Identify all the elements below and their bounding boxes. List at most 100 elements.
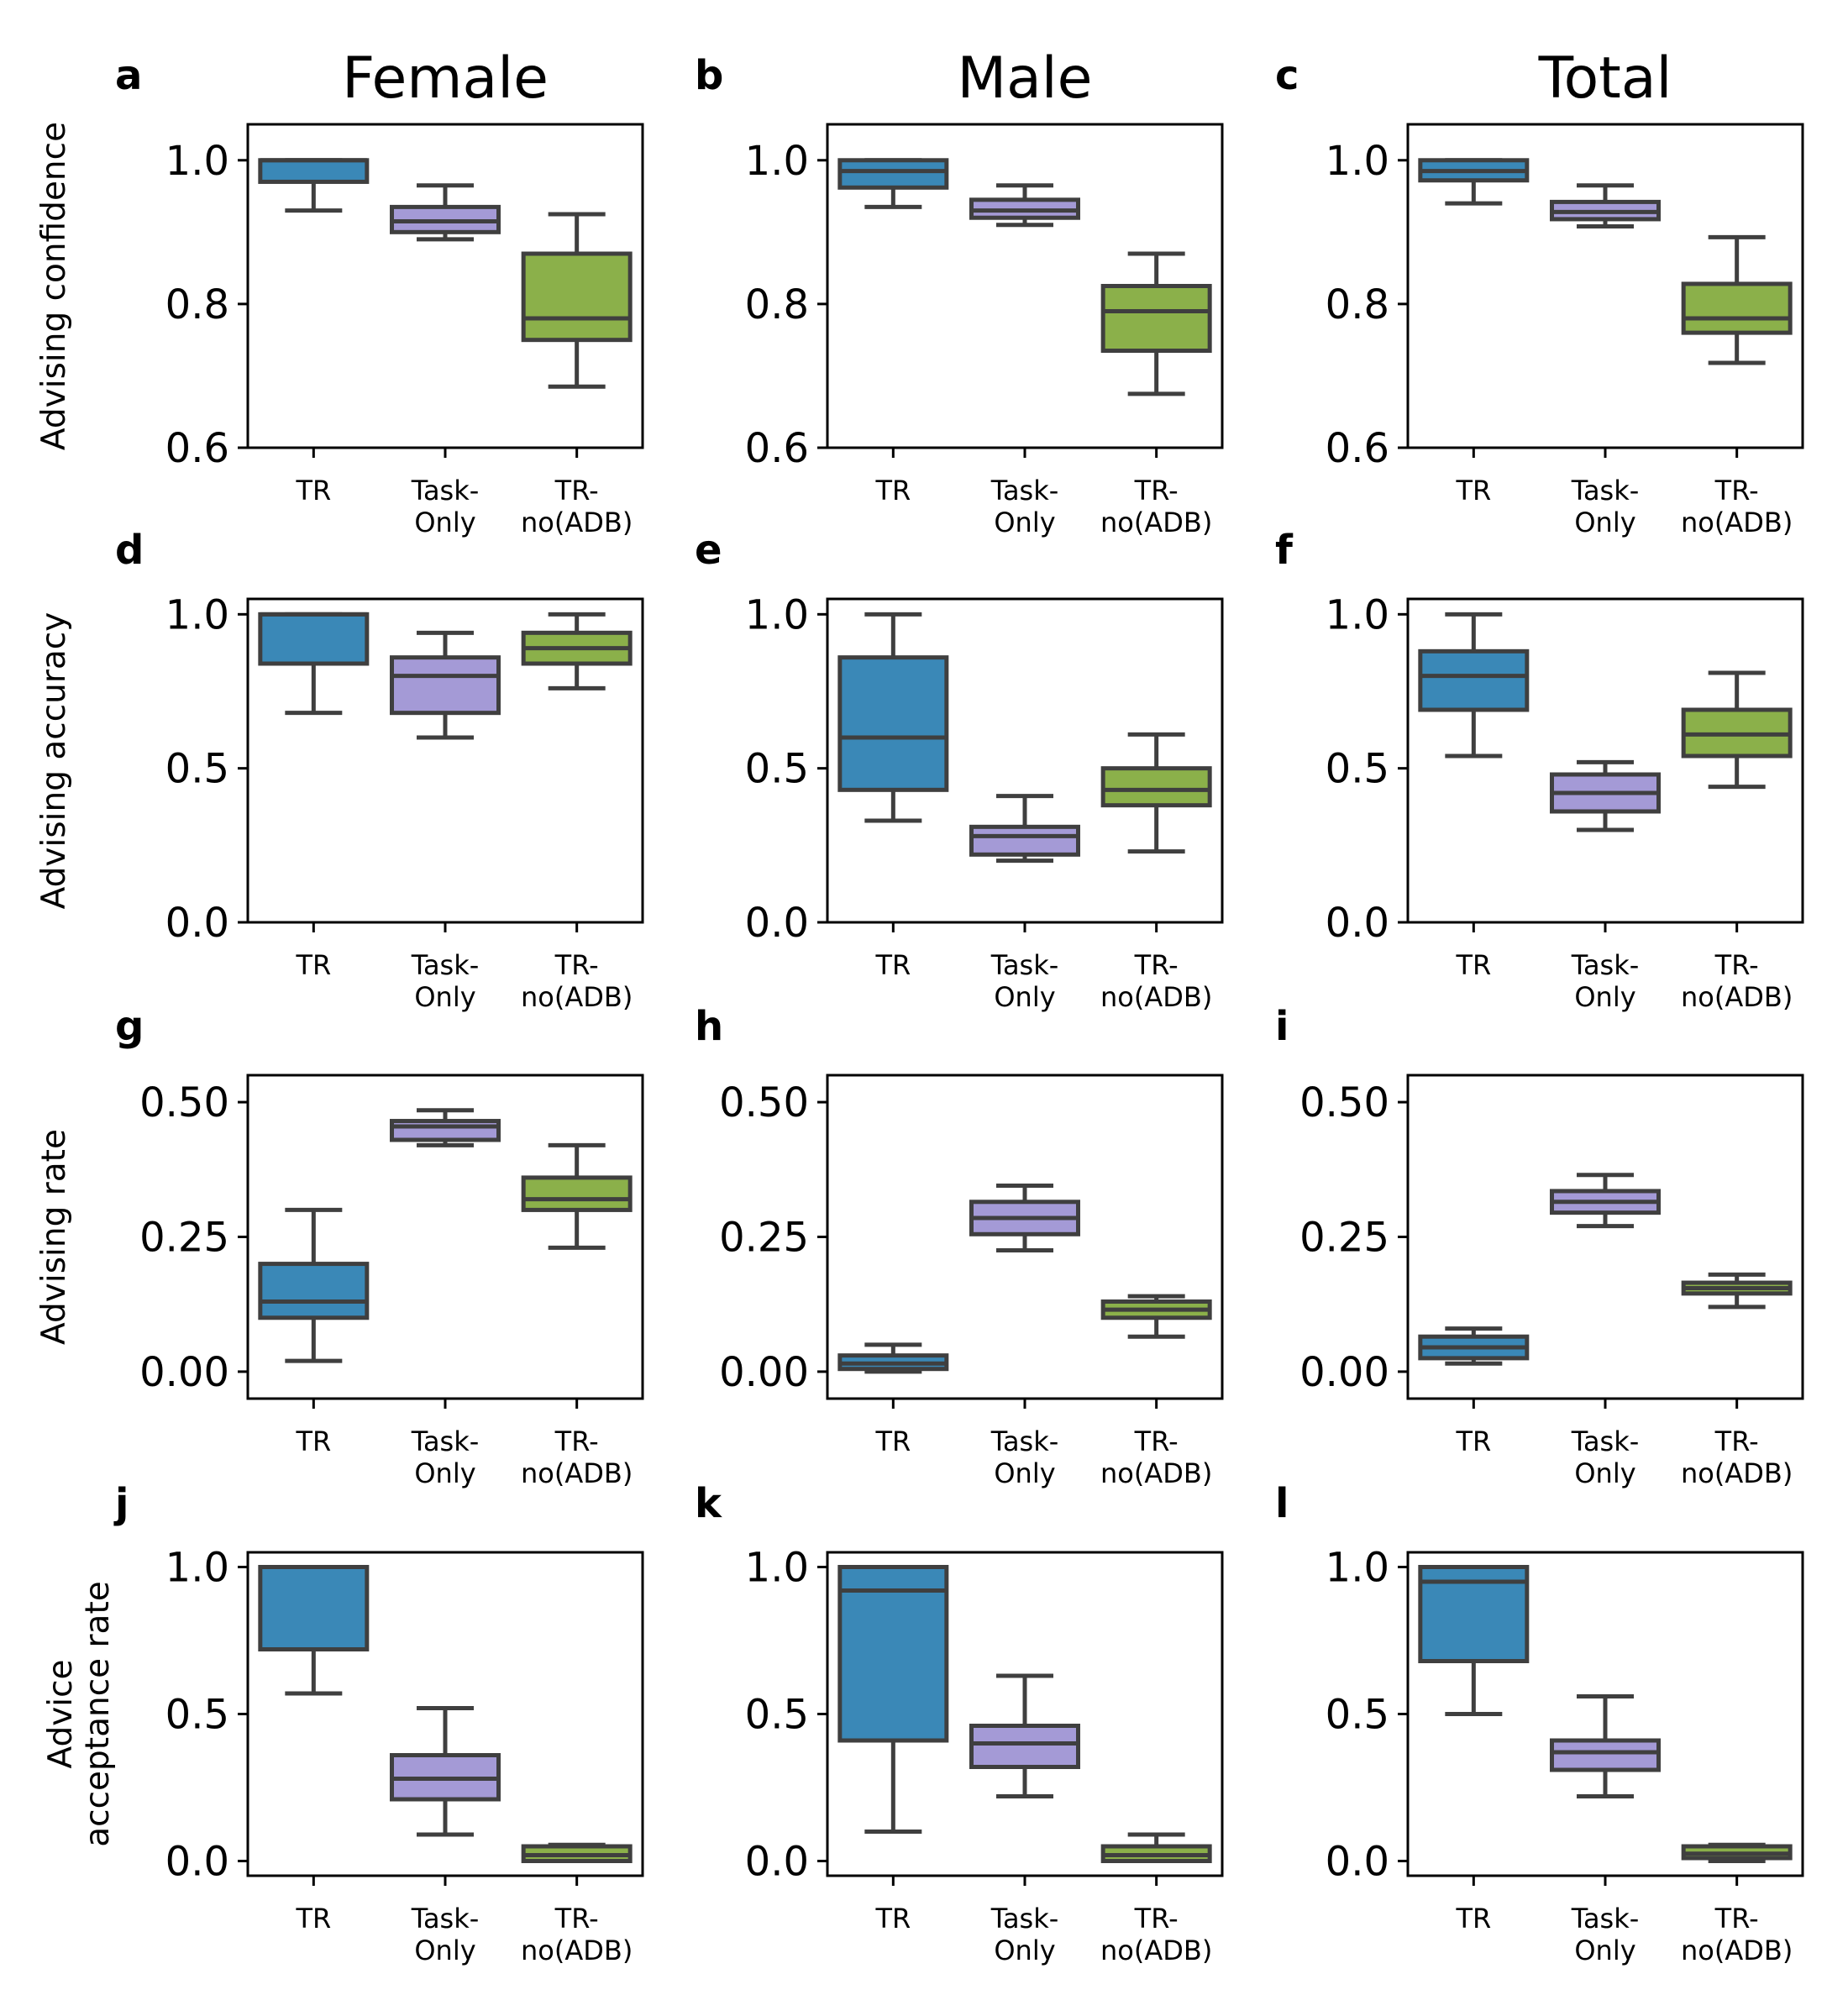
box-tr (1418, 158, 1530, 206)
y-tick-label: 0.25 (139, 1215, 229, 1262)
y-tick-label: 0.6 (1326, 425, 1389, 472)
panel-h: h 0.00 0.25 0.50 TR Task-Only TR-no(ADB) (695, 1003, 1224, 1489)
box-iqr (258, 612, 370, 666)
x-tick-label: TR (874, 475, 911, 507)
panel-letter: j (113, 1480, 129, 1527)
box-task-only (390, 183, 501, 242)
y-axis-label: Advising rate (35, 1129, 73, 1345)
panel-l: l 0.0 0.5 1.0 TR Task-Only TR-no(ADB) (1275, 1480, 1804, 1966)
x-tick-label: TR-no(ADB) (1100, 949, 1212, 1013)
y-tick-label: 1.0 (1326, 591, 1389, 638)
x-tick-label: TR-no(ADB) (1681, 1425, 1793, 1489)
box-tr (837, 1565, 949, 1834)
panel-c: c Total 0.6 0.8 1.0 TR Task-Only TR-no(ADB) (1275, 45, 1804, 538)
box-task-only (390, 1706, 501, 1837)
x-tick-label: Task-Only (411, 1903, 480, 1966)
y-tick-label: 0.0 (745, 1839, 809, 1886)
box-task-only (390, 1108, 501, 1147)
y-tick-label: 0.50 (1299, 1079, 1389, 1126)
box-tr (837, 1342, 949, 1374)
box-tr (1418, 1565, 1530, 1716)
y-tick-label: 1.0 (1326, 1545, 1389, 1592)
box-iqr (258, 1565, 370, 1651)
panel-j: j Adviceacceptance rate 0.0 0.5 1.0 TR Task-On… (42, 1480, 644, 1966)
box-tr-no-adb (1681, 1842, 1793, 1863)
panel-letter: k (695, 1480, 722, 1527)
box-task-only (1550, 183, 1661, 228)
box-iqr (837, 158, 949, 190)
panel-letter: d (115, 527, 144, 574)
panel-letter: a (115, 52, 142, 99)
column-title: Total (1538, 45, 1672, 112)
box-tr (258, 158, 370, 213)
panel-letter: h (695, 1003, 723, 1050)
panel-letter: c (1275, 52, 1299, 99)
column-title: Female (342, 45, 549, 112)
y-tick-label: 1.0 (165, 138, 229, 185)
x-tick-label: TR-no(ADB) (521, 949, 633, 1013)
x-tick-label: TR (874, 949, 911, 981)
box-iqr (521, 1175, 633, 1212)
y-tick-label: 0.25 (719, 1215, 809, 1262)
x-tick-label: TR (295, 949, 331, 981)
x-tick-label: TR (295, 475, 331, 507)
box-iqr (1418, 648, 1530, 712)
y-tick-label: 0.5 (1326, 746, 1389, 793)
x-tick-label: TR-no(ADB) (1681, 949, 1793, 1013)
x-tick-label: TR-no(ADB) (1100, 475, 1212, 538)
box-task-only (969, 1673, 1080, 1798)
panel-f: f 0.0 0.5 1.0 TR Task-Only TR-no(ADB) (1275, 527, 1804, 1013)
y-tick-label: 0.8 (165, 281, 229, 328)
x-tick-label: TR-no(ADB) (521, 1903, 633, 1966)
box-tr-no-adb (1100, 732, 1212, 854)
box-iqr (1550, 1738, 1661, 1772)
y-tick-label: 0.50 (719, 1079, 809, 1126)
panel-letter: b (695, 52, 723, 99)
box-tr-no-adb (521, 612, 633, 690)
panel-letter: i (1275, 1003, 1289, 1050)
y-tick-label: 0.6 (165, 425, 229, 472)
box-task-only (390, 630, 501, 740)
box-tr-no-adb (1681, 670, 1793, 790)
panel-letter: l (1275, 1480, 1289, 1527)
box-tr-no-adb (1100, 251, 1212, 396)
box-tr-no-adb (521, 1142, 633, 1250)
x-tick-label: TR (1455, 475, 1491, 507)
y-axis-label: Advising accuracy (35, 612, 73, 910)
panel-letter: f (1275, 527, 1294, 574)
box-task-only (969, 183, 1080, 228)
x-tick-label: TR (874, 1903, 911, 1935)
box-iqr (390, 655, 501, 716)
box-task-only (969, 1184, 1080, 1253)
panel-letter: e (695, 527, 722, 574)
x-tick-label: Task-Only (1571, 949, 1640, 1013)
panel-letter: g (115, 1003, 144, 1050)
box-tr-no-adb (521, 1842, 633, 1863)
x-tick-label: Task-Only (411, 949, 480, 1013)
y-tick-label: 0.00 (719, 1349, 809, 1396)
box-tr-no-adb (1100, 1294, 1212, 1339)
y-tick-label: 0.8 (1326, 281, 1389, 328)
y-tick-label: 0.5 (165, 746, 229, 793)
box-iqr (258, 158, 370, 184)
box-iqr (258, 1262, 370, 1320)
y-tick-label: 1.0 (745, 591, 809, 638)
y-tick-label: 1.0 (165, 591, 229, 638)
y-tick-label: 0.0 (1326, 900, 1389, 947)
box-iqr (521, 251, 633, 343)
box-iqr (1100, 284, 1212, 353)
box-tr-no-adb (1681, 234, 1793, 365)
panel-k: k 0.0 0.5 1.0 TR Task-Only TR-no(ADB) (695, 1480, 1224, 1966)
x-tick-label: Task-Only (990, 1425, 1059, 1489)
y-tick-label: 0.50 (139, 1079, 229, 1126)
x-tick-label: Task-Only (411, 1425, 480, 1489)
box-tr (837, 612, 949, 823)
box-iqr (1681, 281, 1793, 335)
panel-a: a Female Advising confidence 0.6 0.8 1.0 TR Tas… (35, 45, 644, 538)
x-tick-label: TR (874, 1425, 911, 1457)
panel-i: i 0.00 0.25 0.50 TR Task-Only TR-no(ADB) (1275, 1003, 1804, 1489)
x-tick-label: TR-no(ADB) (521, 475, 633, 538)
box-iqr (1100, 766, 1212, 808)
y-axis-label: Adviceacceptance rate (42, 1581, 117, 1847)
